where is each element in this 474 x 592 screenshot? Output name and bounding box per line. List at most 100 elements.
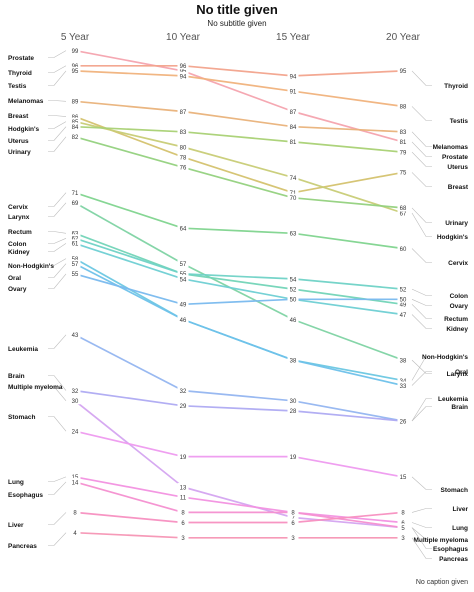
- right-label-kidney: Kidney: [446, 326, 468, 333]
- value-label-stomach: 24: [72, 430, 79, 436]
- series-line-colon: [74, 237, 404, 290]
- column-header-20-year: 20 Year: [386, 32, 421, 43]
- value-label-oral: 46: [180, 318, 187, 324]
- left-leader-line: [48, 481, 67, 495]
- value-label-bg: [177, 163, 189, 171]
- left-label-multiple-myeloma: Multiple myeloma: [8, 384, 63, 391]
- value-label-liver: 8: [73, 511, 77, 517]
- right-leader-line: [411, 406, 432, 422]
- right-leader-line: [411, 299, 432, 306]
- right-leader-line: [411, 172, 432, 187]
- left-label-stomach: Stomach: [8, 414, 35, 421]
- value-label-bg: [177, 508, 189, 516]
- left-label-urinary: Urinary: [8, 149, 31, 156]
- value-label-bg: [69, 132, 81, 141]
- value-label-bg: [69, 234, 81, 242]
- right-leader-line: [411, 359, 432, 374]
- series-line-lung: [74, 476, 404, 524]
- left-leader-line: [48, 231, 67, 234]
- series-line-urinary: [74, 135, 404, 209]
- value-label-bg: [177, 153, 189, 161]
- value-label-bg: [287, 173, 299, 181]
- value-label-bg: [287, 406, 299, 415]
- value-label-kidney: 47: [400, 313, 407, 319]
- value-label-bg: [397, 310, 409, 318]
- value-label-leukemia: 43: [72, 333, 79, 339]
- value-label-ovary: 49: [180, 303, 187, 309]
- value-label-multiple-myeloma: 30: [72, 399, 79, 405]
- right-leader-line: [411, 70, 432, 86]
- value-label-liver: 6: [181, 521, 185, 527]
- left-label-non-hodgkin-s: Non-Hodgkin's: [8, 263, 54, 270]
- value-label-esophagus: 14: [72, 480, 79, 486]
- left-label-oral: Oral: [8, 275, 21, 282]
- series-line-testis: [74, 70, 404, 108]
- value-label-bg: [287, 396, 299, 405]
- value-label-bg: [177, 274, 189, 283]
- right-label-rectum: Rectum: [444, 316, 468, 323]
- right-leader-line: [411, 522, 432, 528]
- value-label-bg: [69, 122, 81, 131]
- value-label-cervix: 63: [290, 232, 297, 238]
- value-label-bg: [69, 229, 81, 237]
- left-label-hodgkin-s: Hodgkin's: [8, 126, 40, 133]
- value-label-bg: [69, 198, 81, 207]
- series-line-leukemia: [74, 334, 404, 422]
- left-leader-line: [48, 416, 67, 432]
- right-label-breast: Breast: [448, 184, 469, 191]
- value-label-bg: [397, 295, 409, 303]
- value-label-bg: [397, 137, 409, 146]
- value-label-bg: [177, 483, 189, 491]
- value-label-bg: [287, 229, 299, 237]
- value-label-prostate: 99: [72, 49, 79, 55]
- left-leader-line: [48, 238, 67, 244]
- left-label-thyroid: Thyroid: [8, 70, 32, 77]
- right-leader-line: [411, 212, 432, 237]
- left-leader-line: [48, 263, 67, 278]
- left-leader-line: [48, 476, 67, 482]
- value-label-bg: [397, 127, 409, 136]
- left-label-brain: Brain: [8, 373, 25, 380]
- left-label-breast: Breast: [8, 113, 29, 120]
- right-leader-line: [411, 398, 432, 422]
- left-label-esophagus: Esophagus: [8, 492, 43, 499]
- left-leader-line: [48, 70, 67, 86]
- value-label-bg: [177, 315, 189, 324]
- left-label-leukemia: Leukemia: [8, 346, 38, 353]
- value-label-bg: [287, 508, 299, 516]
- value-label-pancreas: 3: [291, 536, 295, 542]
- right-leader-line: [411, 131, 432, 147]
- value-label-bg: [177, 224, 189, 232]
- value-label-hodgkin-s: 67: [400, 211, 407, 217]
- value-label-bg: [69, 386, 81, 395]
- left-label-rectum: Rectum: [8, 229, 32, 236]
- left-label-testis: Testis: [8, 83, 27, 90]
- value-label-uterus: 79: [400, 150, 407, 156]
- left-leader-line: [48, 202, 67, 217]
- value-label-bg: [287, 533, 299, 542]
- value-label-larynx: 46: [290, 318, 297, 324]
- value-label-kidney: 54: [180, 277, 187, 283]
- left-label-lung: Lung: [8, 479, 24, 486]
- value-label-liver: 8: [401, 511, 405, 517]
- series-line-breast: [74, 115, 404, 194]
- value-label-bg: [69, 97, 81, 105]
- value-label-melanomas: 84: [290, 125, 297, 131]
- value-label-bg: [177, 269, 189, 278]
- right-leader-line: [411, 151, 432, 167]
- value-label-bg: [177, 452, 189, 461]
- left-label-kidney: Kidney: [8, 249, 30, 256]
- right-leader-line: [411, 248, 432, 263]
- value-label-rectum: 49: [400, 303, 407, 309]
- series-line-cervix: [74, 191, 404, 250]
- left-leader-line: [48, 100, 67, 102]
- value-label-uterus: 83: [180, 130, 187, 136]
- value-label-stomach: 19: [290, 455, 297, 461]
- value-label-melanomas: 83: [400, 130, 407, 136]
- value-label-bg: [177, 66, 189, 75]
- value-label-bg: [69, 508, 81, 516]
- value-label-leukemia: 32: [180, 389, 187, 395]
- value-label-larynx: 69: [72, 201, 79, 207]
- right-leader-line: [411, 288, 432, 296]
